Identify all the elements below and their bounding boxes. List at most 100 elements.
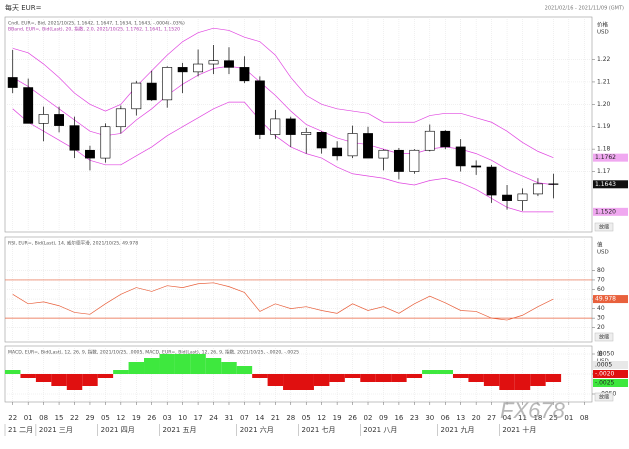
month-label: 2021 三月 [39,426,73,434]
zoom-button [594,222,614,232]
rsi-line [12,282,554,321]
macd-bar [360,374,376,382]
candle-body [285,118,296,135]
x-tick-label: 22 [70,414,79,422]
x-tick-label: 01 [24,414,33,422]
last-value-label: .0005 [595,362,612,369]
zoom-label: 放缩 [599,394,609,401]
y-tick-label: 40 [597,305,605,312]
macd-bar [35,374,52,382]
chart-title: 每天 EUR= [5,3,42,12]
x-tick-label: 04 [503,414,512,422]
candle-body [54,114,65,126]
candle-body [115,108,126,128]
last-value-label: 49.978 [595,296,616,303]
x-tick-label: 07 [240,414,249,422]
candle-body [409,149,420,172]
axis-label: USD [597,250,609,256]
y-tick-label: 70 [597,276,605,283]
macd-bar [159,354,175,374]
candle-body [38,114,49,124]
candle-body [85,149,95,159]
macd-bar [221,362,237,374]
x-tick-label: 28 [286,414,295,422]
candle-body [177,67,188,73]
candle-body [347,133,358,157]
last-value-box [593,180,628,189]
y-tick-label: 60 [597,286,605,293]
macd-bar [128,362,145,374]
x-tick-label: 11 [518,414,527,422]
last-value-box [593,370,628,378]
y-tick-label: 1.19 [597,123,611,130]
y-tick-label: 1.21 [597,78,611,85]
x-tick-label: 25 [549,414,558,422]
macd-bar [97,374,114,378]
candle-body [316,132,327,149]
candle-body [502,194,512,201]
month-label: 2021 六月 [240,425,274,434]
x-tick-label: 31 [225,414,234,422]
last-value-label: -.0020 [595,371,615,378]
x-tick-label: 08 [580,414,589,422]
axis-label: 价格 [597,21,609,29]
zoom-label: 放缩 [599,334,609,341]
macd-bar [174,354,191,374]
macd-bar [406,374,423,378]
candle-body [455,146,466,167]
macd-bar [344,374,361,378]
band-line [12,27,554,158]
macd-bar [499,374,515,390]
axis-label: 值 [597,350,603,358]
candle-body [424,130,435,151]
month-label: 2021 五月 [162,426,196,434]
macd-bar [113,370,129,374]
x-tick-label: 26 [348,414,357,422]
y-tick-label: 30 [597,315,605,322]
candle-body [162,67,173,101]
last-value-box [593,153,628,162]
last-value-label: -.0025 [595,380,615,387]
legend: MACD, EUR=, Bid(Last), 12, 26, 9, 指数, 20… [8,349,299,356]
candle-body [378,149,389,159]
last-value-label: 1.1520 [595,208,616,215]
macd-bar [20,374,36,378]
macd-bar [483,374,500,386]
zoom-label: 放缩 [599,224,609,231]
candle-body [471,165,482,168]
x-tick-label: 17 [194,414,203,422]
y-tick-label: 20 [597,324,605,331]
y-tick-label: .0050 [597,351,614,358]
panel-frame [4,236,593,343]
x-tick-label: 23 [410,414,419,422]
axis-label: 值 [597,241,603,249]
macd-bar [66,374,83,390]
candle-body [486,166,497,196]
panel-frame [4,16,593,233]
y-tick-label: 1.22 [597,56,611,63]
macd-bar [236,366,253,374]
macd-bar [452,374,469,378]
x-tick-label: 06 [441,414,450,422]
x-tick-label: 10 [178,414,187,422]
x-tick-label: 26 [147,414,156,422]
legend: RSI, EUR=, Bid(Last), 14, 威尔德平滑, 2021/10… [8,240,138,247]
candle-body [440,130,451,148]
candle-body [332,147,343,157]
month-label: 2021 四月 [101,426,135,434]
last-value-box [593,207,628,216]
x-tick-label: 15 [55,414,64,422]
x-tick-label: 20 [472,414,481,422]
x-tick-label: 09 [379,414,388,422]
last-value-box [593,361,628,369]
x-tick-label: 24 [209,414,218,422]
x-tick-label: 08 [39,414,48,422]
candle-body [146,82,157,101]
x-tick-label: 22 [8,414,17,422]
x-tick-label: 05 [302,414,311,422]
macd-bar [530,374,546,386]
month-label: 2021 十月 [502,425,536,434]
macd-bar [514,374,531,390]
x-tick-label: 21 [271,414,280,422]
macd-bar [329,374,345,382]
